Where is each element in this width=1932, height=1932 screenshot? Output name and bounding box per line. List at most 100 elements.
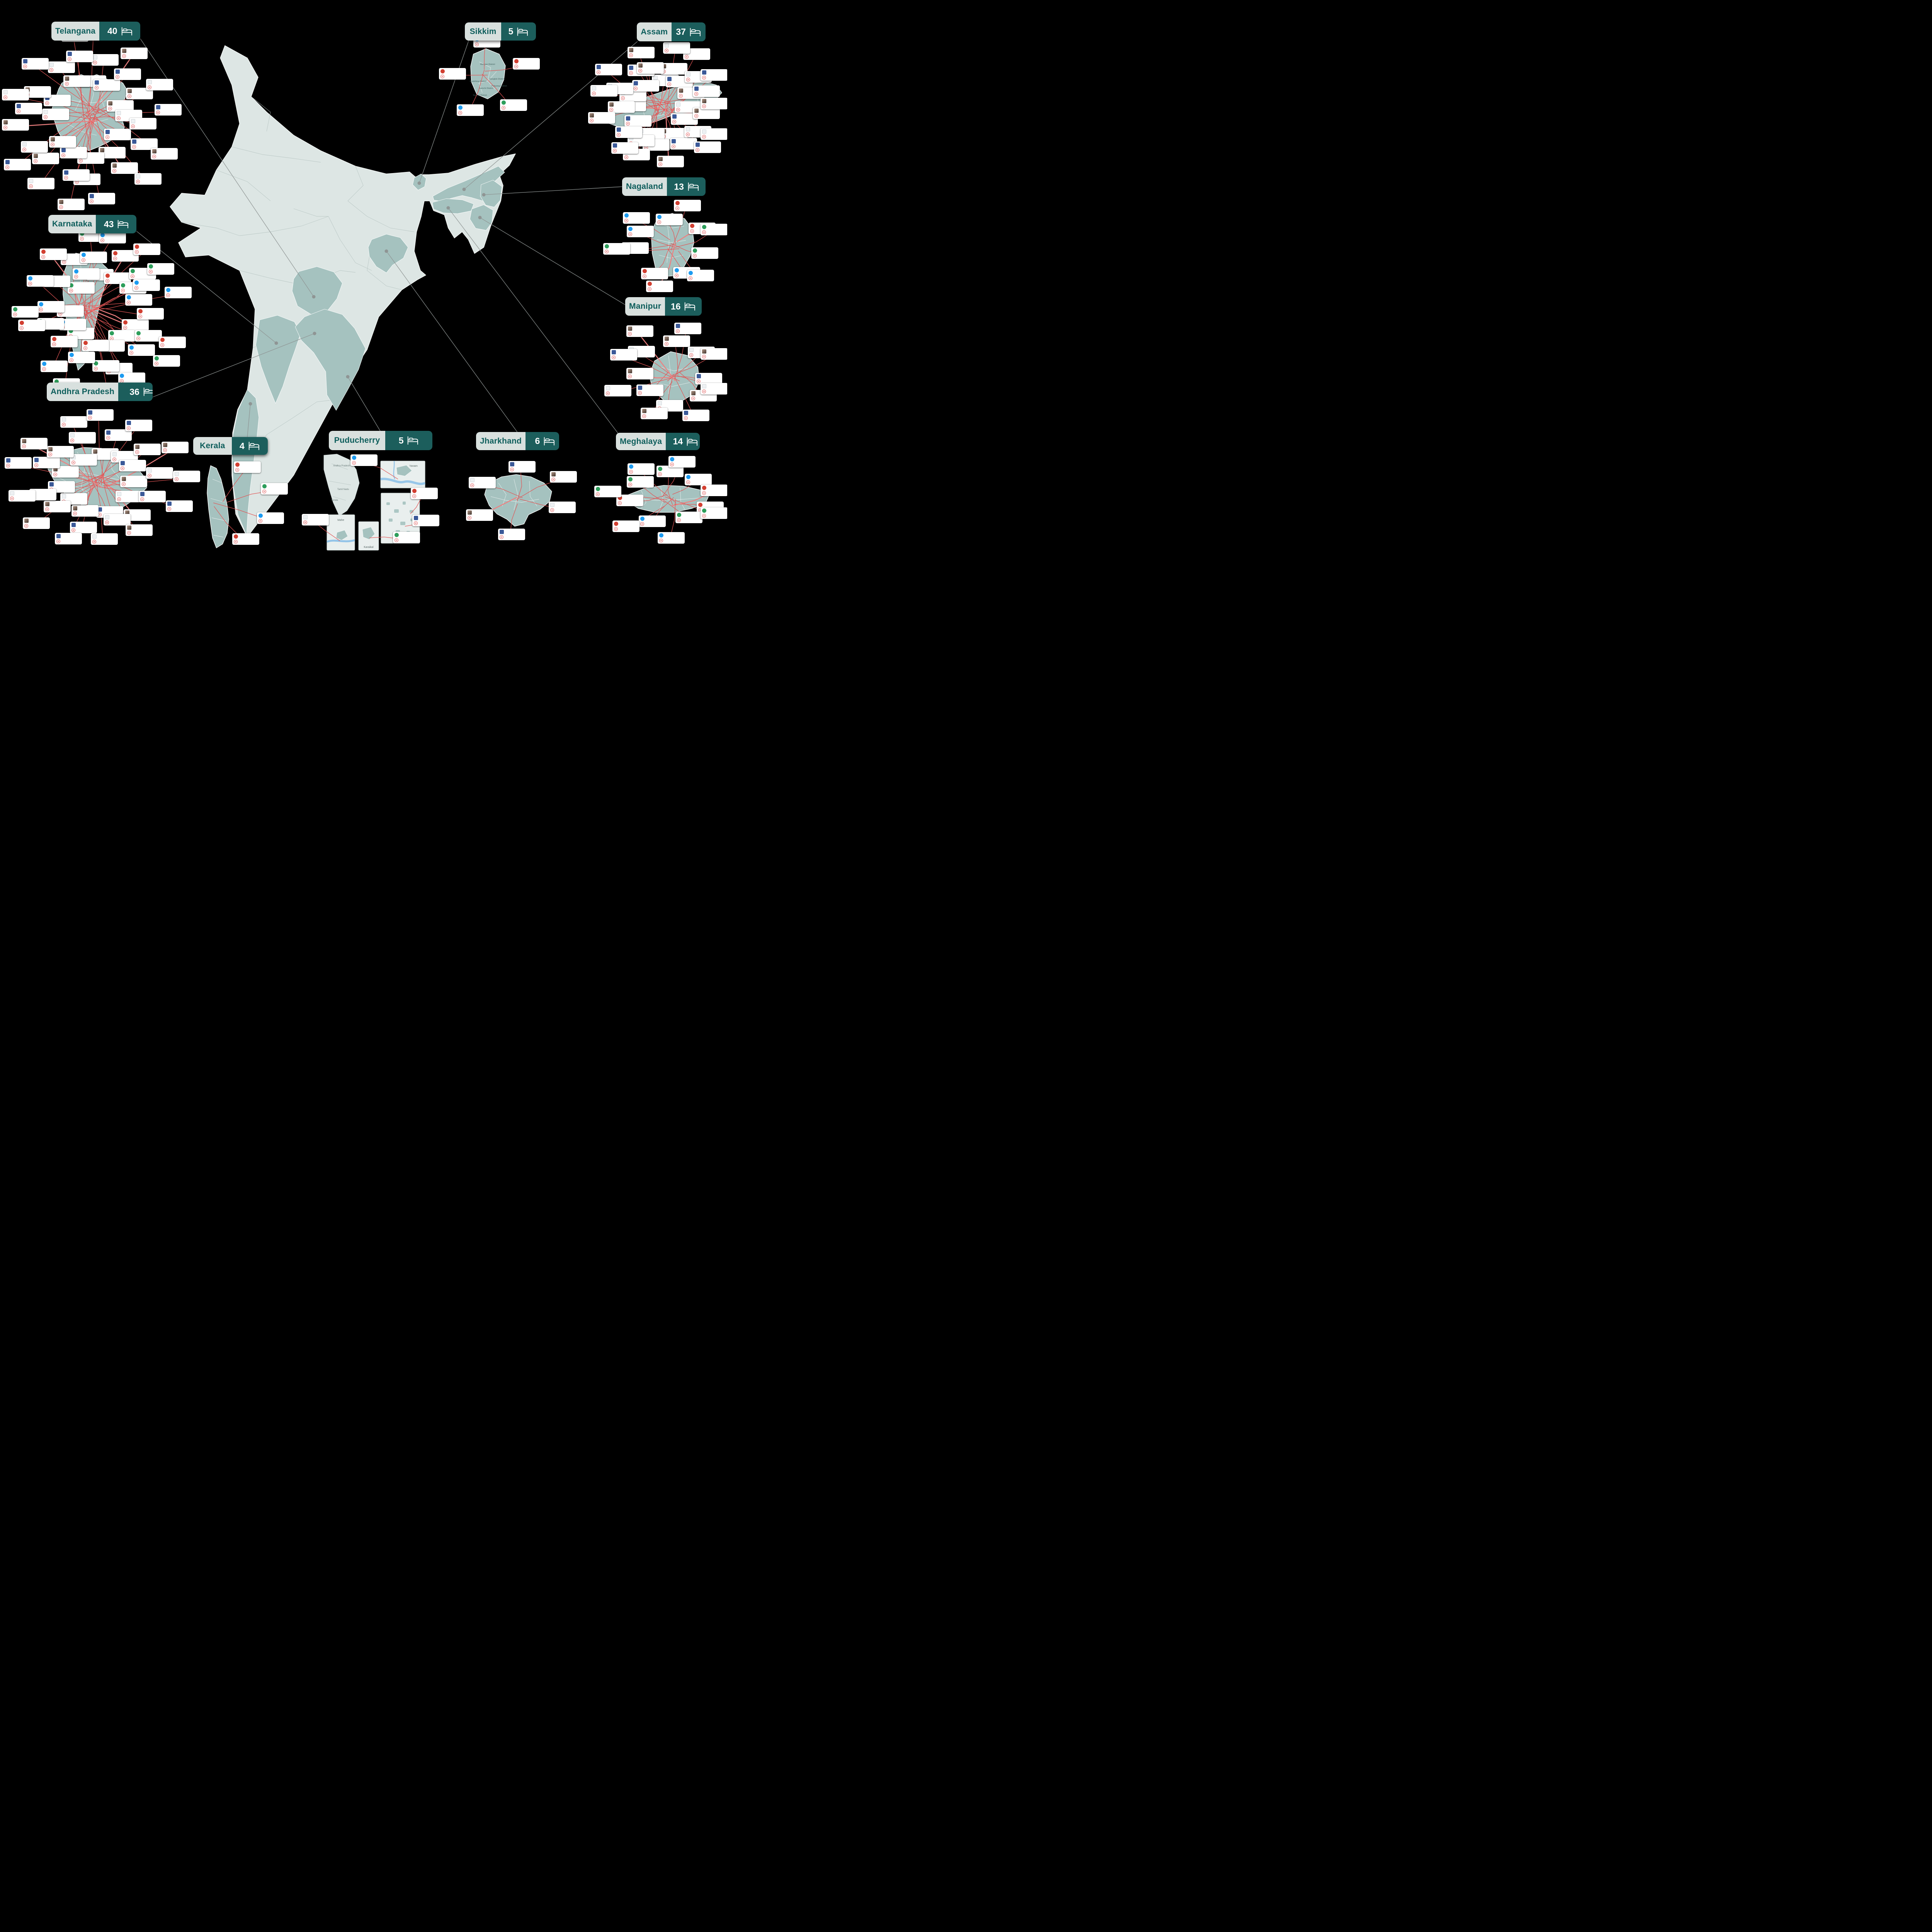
donor-card[interactable] [173, 471, 200, 482]
donor-card[interactable] [71, 505, 99, 517]
donor-card[interactable] [626, 325, 653, 337]
state-badge-puducherry[interactable]: Puducherry 5 [329, 431, 432, 450]
donor-card[interactable] [594, 486, 621, 497]
donor-card[interactable] [701, 507, 727, 519]
donor-card[interactable] [632, 80, 659, 92]
donor-card[interactable] [701, 485, 727, 496]
donor-card[interactable] [69, 432, 96, 444]
donor-card[interactable] [155, 104, 182, 116]
donor-card[interactable] [37, 301, 65, 313]
state-badge-sikkim[interactable]: Sikkim 5 [465, 22, 536, 41]
donor-card[interactable] [498, 529, 525, 540]
donor-card[interactable] [129, 118, 156, 129]
donor-card[interactable] [701, 383, 727, 395]
donor-card[interactable] [125, 294, 152, 306]
donor-card[interactable] [663, 335, 690, 347]
donor-card[interactable] [232, 533, 259, 545]
donor-card[interactable] [466, 509, 493, 521]
state-badge-jharkhand[interactable]: Jharkhand 6 [476, 432, 559, 450]
donor-card[interactable] [32, 153, 59, 164]
donor-card[interactable] [595, 64, 622, 75]
donor-card[interactable] [509, 461, 536, 473]
donor-card[interactable] [393, 532, 420, 543]
donor-card[interactable] [42, 109, 69, 120]
donor-card[interactable] [118, 372, 145, 384]
donor-card[interactable] [153, 355, 180, 367]
donor-card[interactable] [588, 112, 615, 124]
donor-card[interactable] [44, 95, 71, 106]
donor-card[interactable] [41, 361, 68, 372]
state-badge-assam[interactable]: Assam 37 [637, 22, 706, 41]
donor-card[interactable] [159, 337, 186, 348]
donor-card[interactable] [674, 200, 701, 211]
donor-card[interactable] [350, 454, 378, 466]
donor-card[interactable] [63, 169, 90, 181]
donor-card[interactable] [701, 128, 727, 140]
donor-card[interactable] [637, 62, 664, 74]
donor-card[interactable] [92, 360, 119, 372]
donor-card[interactable] [627, 226, 654, 237]
donor-card[interactable] [105, 429, 132, 441]
donor-card[interactable] [73, 268, 100, 280]
donor-card[interactable] [68, 352, 95, 363]
donor-card[interactable] [33, 457, 60, 468]
state-badge-kerala[interactable]: Kerala 4 [193, 437, 268, 455]
donor-card[interactable] [691, 247, 718, 259]
donor-card[interactable] [4, 159, 31, 170]
donor-card[interactable] [135, 330, 162, 342]
donor-card[interactable] [27, 178, 54, 189]
donor-card[interactable] [5, 457, 32, 469]
donor-card[interactable] [695, 373, 722, 384]
donor-card[interactable] [685, 474, 712, 485]
donor-card[interactable] [51, 336, 78, 347]
donor-card[interactable] [88, 193, 115, 204]
donor-card[interactable] [701, 224, 727, 235]
donor-card[interactable] [40, 248, 67, 260]
donor-card[interactable] [147, 263, 174, 275]
donor-card[interactable] [701, 348, 727, 360]
donor-card[interactable] [133, 243, 160, 255]
donor-card[interactable] [21, 141, 48, 153]
donor-card[interactable] [9, 490, 36, 502]
donor-card[interactable] [675, 512, 702, 523]
donor-card[interactable] [234, 461, 261, 473]
donor-card[interactable] [134, 173, 162, 185]
donor-card[interactable] [166, 500, 193, 512]
donor-card[interactable] [624, 115, 651, 127]
donor-card[interactable] [18, 320, 45, 331]
donor-card[interactable] [687, 270, 714, 281]
donor-card[interactable] [70, 454, 97, 466]
donor-card[interactable] [658, 532, 685, 544]
donor-card[interactable] [126, 524, 153, 536]
donor-card[interactable] [63, 75, 90, 87]
donor-card[interactable] [120, 476, 147, 487]
donor-card[interactable] [623, 212, 650, 224]
donor-card[interactable] [694, 141, 721, 153]
donor-card[interactable] [116, 491, 143, 502]
state-badge-manipur[interactable]: Manipur 16 [625, 297, 702, 316]
donor-card[interactable] [611, 142, 638, 154]
donor-card[interactable] [134, 444, 161, 455]
donor-card[interactable] [550, 471, 577, 483]
donor-card[interactable] [80, 252, 107, 263]
donor-card[interactable] [23, 517, 50, 529]
donor-card[interactable] [657, 156, 684, 167]
state-badge-karnataka[interactable]: Karnataka 43 [48, 215, 136, 233]
donor-card[interactable] [12, 306, 39, 318]
donor-card[interactable] [469, 477, 496, 488]
donor-card[interactable] [60, 416, 87, 428]
donor-card[interactable] [457, 104, 484, 116]
donor-card[interactable] [55, 533, 82, 544]
donor-card[interactable] [87, 409, 114, 421]
donor-card[interactable] [114, 68, 141, 80]
donor-card[interactable] [2, 89, 29, 100]
donor-card[interactable] [693, 85, 720, 97]
donor-card[interactable] [302, 514, 329, 526]
donor-card[interactable] [27, 275, 54, 287]
donor-card[interactable] [660, 63, 687, 75]
donor-card[interactable] [93, 79, 120, 91]
donor-card[interactable] [22, 58, 49, 70]
donor-card[interactable] [590, 85, 617, 97]
donor-card[interactable] [92, 54, 119, 66]
donor-card[interactable] [608, 101, 635, 113]
